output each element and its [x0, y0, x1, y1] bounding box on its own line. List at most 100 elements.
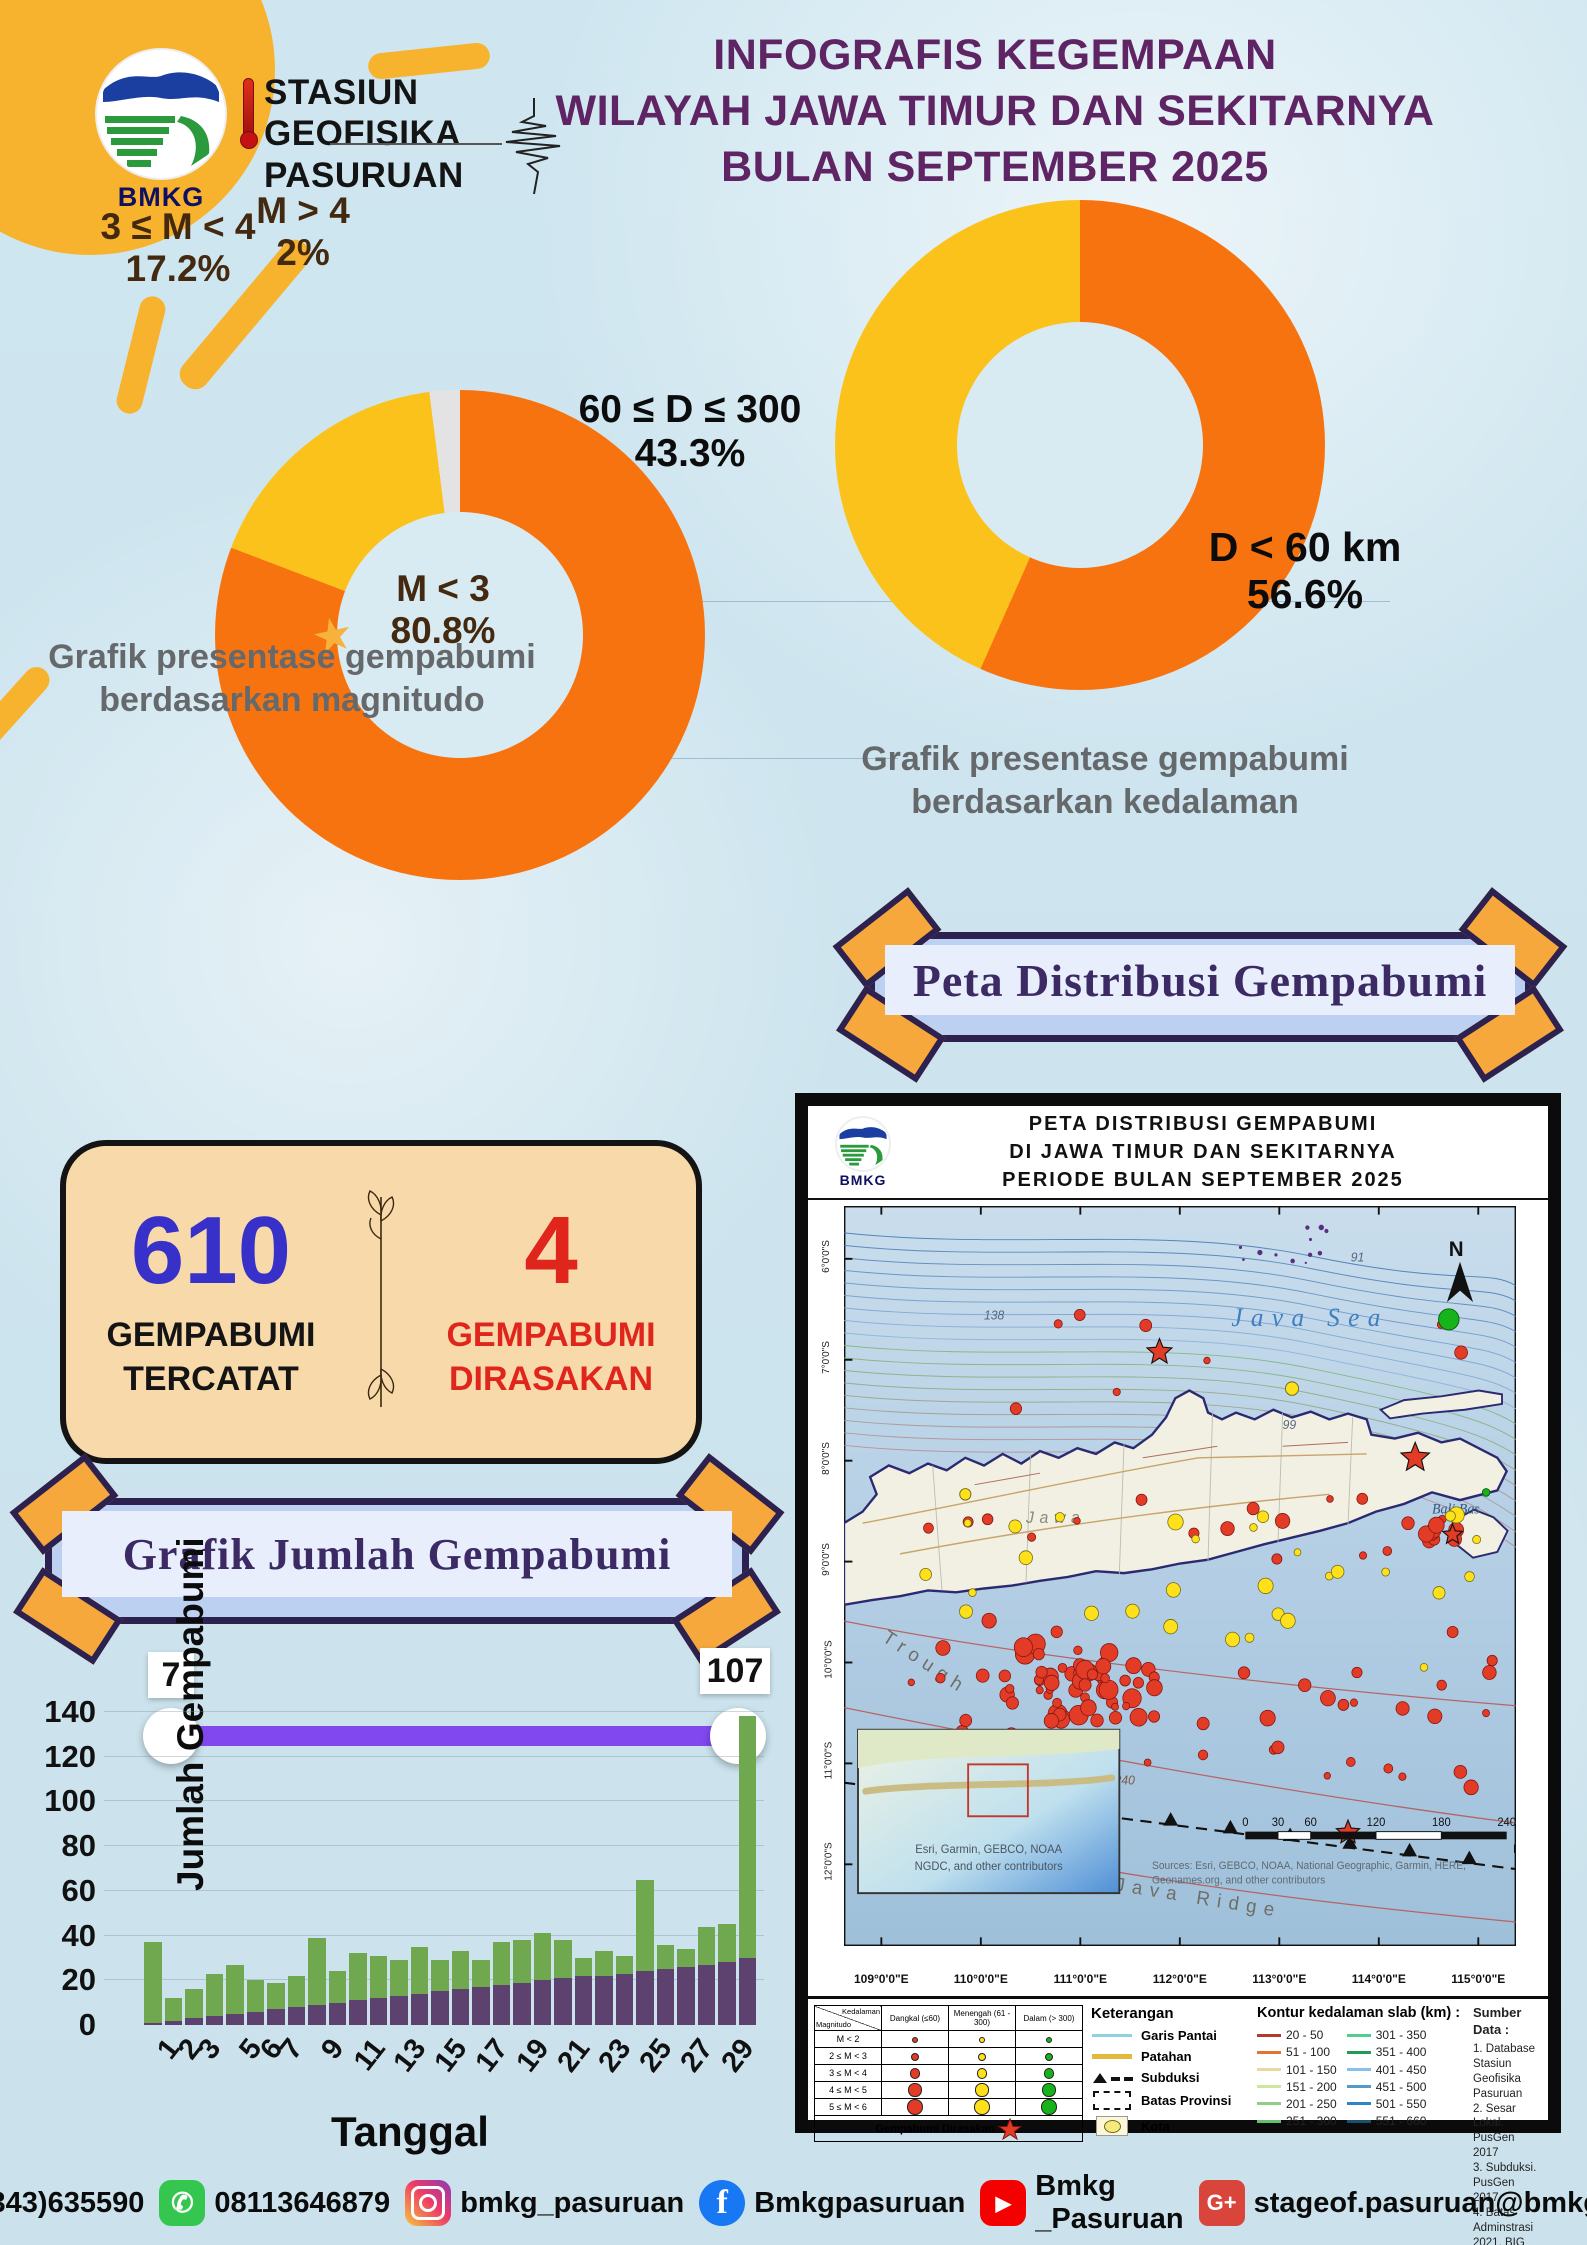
- contact-gplus[interactable]: G+stageof.pasuruan@bmkg.go.id: [1198, 2180, 1587, 2226]
- map-svg: Java Sea Jawa Bali Bas Trough Java Ridge…: [844, 1206, 1516, 1946]
- range-slider-track[interactable]: [170, 1726, 738, 1746]
- magnitude-label-mid: 3 ≤ M < 4 17.2%: [100, 206, 256, 289]
- map-plot: Java Sea Jawa Bali Bas Trough Java Ridge…: [808, 1200, 1548, 1970]
- magnitude-depth-legend-table: Kedalaman Magnitudo Dangkal (≤60) Menengah …: [814, 2005, 1083, 2142]
- depth-label-shallow: D < 60 km 56.6%: [1208, 524, 1402, 617]
- coastline-swatch-icon: [1091, 2034, 1133, 2037]
- sumber-item: 3. Subduksi. PusGen 2017: [1473, 2162, 1537, 2205]
- contour-value-138: 138: [984, 1308, 1004, 1322]
- contact-whatsapp[interactable]: ✆ 08113646879: [159, 2180, 390, 2226]
- gridline: [104, 1755, 764, 1757]
- kontur-range: 251 - 300: [1257, 2114, 1337, 2128]
- x-tick-label: 19: [510, 2033, 556, 2079]
- sumber-item: 4. Batas Adminstrasi 2021. BIG: [1473, 2207, 1534, 2245]
- contour-value-91: 91: [1351, 1251, 1364, 1265]
- inset-map: Esri, Garmin, GEBCO, NOAA NGDC, and othe…: [857, 1728, 1121, 1895]
- keterangan-title: Keterangan: [1091, 2005, 1174, 2022]
- bmkg-logo: BMKG: [95, 48, 227, 213]
- bar-day-19: 19: [511, 1712, 556, 2078]
- subduction-swatch-icon: [1091, 2072, 1133, 2084]
- seismogram-baseline: [330, 143, 502, 145]
- svg-text:30: 30: [1272, 1817, 1284, 1829]
- map-card: BMKG PETA DISTRIBUSI GEMPABUMI DI JAWA T…: [795, 1093, 1561, 2245]
- bmkg-logo-label: BMKG: [117, 182, 205, 212]
- svg-text:120: 120: [1367, 1817, 1386, 1829]
- background-rule-line: [360, 601, 1390, 602]
- thermometer-icon: [239, 78, 258, 149]
- depth-donut-chart: [835, 200, 1325, 690]
- longitude-label: 113°0'0"E: [1252, 1972, 1307, 1986]
- bar-day-26: [656, 1712, 674, 2025]
- map-longitude-labels: 109°0'0"E 110°0'0"E 111°0'0"E 112°0'0"E 113°…: [808, 1970, 1548, 1996]
- x-tick-label: 23: [592, 2033, 638, 2079]
- bar-day-30: [738, 1712, 756, 2025]
- bar-day-15: 15: [429, 1712, 474, 2078]
- latitude-label: 7°0'0"S: [820, 1340, 832, 1374]
- longitude-label: 110°0'0"E: [953, 1972, 1008, 1986]
- page-title: INFOGRAFIS KEGEMPAAN WILAYAH JAWA TIMUR …: [440, 28, 1550, 196]
- station-name: STASIUN GEOFISIKA PASURUAN: [264, 72, 464, 196]
- kontur-title: Kontur kedalaman slab (km) :: [1257, 2005, 1461, 2021]
- station-line: PASURUAN: [264, 155, 464, 195]
- inset-credit-line: NGDC, and other contributors: [915, 1861, 1063, 1873]
- y-tick-label: 40: [61, 1917, 96, 1953]
- contact-text: 08113646879: [214, 2186, 391, 2219]
- contact-text: (0343)635590: [0, 2186, 145, 2219]
- y-tick-label: 120: [44, 1738, 96, 1774]
- bar-day-17: 17: [470, 1712, 515, 2078]
- keterangan-item-coastline: Garis Pantai: [1091, 2028, 1249, 2043]
- contact-facebook[interactable]: f Bmkgpasuruan: [699, 2180, 965, 2226]
- bar-day-6: 6: [246, 1712, 289, 2065]
- instagram-icon: [405, 2180, 452, 2226]
- kontur-range: 201 - 250: [1257, 2097, 1337, 2111]
- bar-day-2: 2: [164, 1712, 207, 2065]
- recorded-label: GEMPABUMI TERCATAT: [106, 1315, 316, 1398]
- whatsapp-icon: ✆: [159, 2180, 206, 2226]
- contact-phone[interactable]: ✆(0343)635590: [0, 2180, 144, 2226]
- bar-day-18: [492, 1712, 510, 2025]
- x-tick-label: 27: [674, 2033, 720, 2079]
- y-tick-label: 140: [44, 1694, 96, 1729]
- bar-day-11: 11: [348, 1712, 392, 2077]
- contact-youtube[interactable]: ▶ Bmkg _Pasuruan: [980, 2170, 1184, 2236]
- bar-day-7: 7: [267, 1712, 310, 2065]
- y-tick-label: 20: [61, 1962, 96, 1998]
- contact-text: stageof.pasuruan@bmkg.go.id: [1253, 2186, 1587, 2219]
- x-tick-label: 15: [428, 2033, 474, 2079]
- felt-label: GEMPABUMI DIRASAKAN: [446, 1315, 656, 1398]
- bar-day-8: [287, 1712, 305, 2025]
- bar-day-14: [410, 1712, 428, 2025]
- latitude-label: 11°0'0"S: [823, 1742, 835, 1780]
- kontur-range: 501 - 550: [1346, 2097, 1426, 2111]
- longitude-label: 115°0'0"E: [1451, 1972, 1506, 1986]
- page-title-line: WILAYAH JAWA TIMUR DAN SEKITARNYA: [555, 86, 1435, 135]
- facebook-icon: f: [699, 2180, 746, 2226]
- stats-card: 610 GEMPABUMI TERCATAT 4 GEMPABUMI DIRAS…: [48, 1140, 702, 1476]
- recorded-count: 610: [130, 1196, 292, 1304]
- bar-day-22: [574, 1712, 592, 2025]
- kontur-range: 51 - 100: [1257, 2045, 1337, 2059]
- bar-chart: 1 2 3 5 6 7 9 11 13 15 17 19 21 23 25 27 29: [104, 1711, 764, 2078]
- bar-day-3: 3: [185, 1712, 228, 2065]
- latitude-label: 6°0'0"S: [820, 1239, 832, 1273]
- latitude-label: 10°0'0"S: [823, 1640, 835, 1680]
- kontur-range: 401 - 450: [1346, 2063, 1426, 2077]
- bar-day-4: [205, 1712, 223, 2025]
- sumber-title: Sumber Data :: [1473, 2005, 1522, 2037]
- slider-max-value: 107: [700, 1648, 770, 1694]
- bar-day-27: 27: [675, 1712, 720, 2078]
- longitude-label: 112°0'0"E: [1152, 1972, 1207, 1986]
- madura-island: [1378, 1389, 1503, 1420]
- slider-handle-left[interactable]: [143, 1708, 199, 1764]
- map-title: PETA DISTRIBUSI GEMPABUMI DI JAWA TIMUR …: [1002, 1113, 1404, 1191]
- slider-handle-right[interactable]: [710, 1708, 766, 1764]
- bar-day-29: 29: [716, 1712, 761, 2078]
- bar-day-1: 1: [144, 1712, 187, 2065]
- bar-day-24: [615, 1712, 633, 2025]
- magnitude-chart-caption: Grafik presentase gempabumi berdasarkan m…: [48, 638, 536, 719]
- contact-instagram[interactable]: bmkg_pasuruan: [405, 2180, 684, 2226]
- bar-day-20: [533, 1712, 551, 2025]
- keterangan-panel: Keterangan Garis Pantai Patahan Subduksi Ba…: [1091, 2005, 1249, 2136]
- fault-swatch-icon: [1091, 2054, 1133, 2059]
- sumber-item: 1. Database Stasiun Geofisika Pasuruan: [1473, 2042, 1536, 2100]
